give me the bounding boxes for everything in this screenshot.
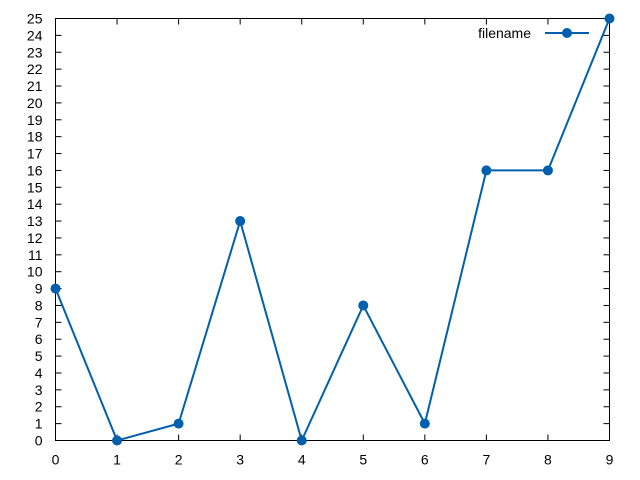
y-tick-label: 6 [35,331,43,347]
y-tick-label: 25 [27,11,43,27]
y-tick-label: 18 [27,129,43,145]
data-point [481,165,492,176]
data-point [50,283,61,294]
y-tick-label: 0 [35,433,43,449]
x-tick-label: 5 [359,452,367,468]
y-tick-label: 11 [28,247,43,263]
y-tick-label: 8 [35,297,43,313]
data-point [173,418,184,429]
x-tick-labels: 0 1 2 3 4 5 6 7 8 9 [52,452,614,468]
y-tick-label: 21 [27,78,43,94]
data-point [419,418,430,429]
legend: filename [478,25,589,41]
x-tick-label: 1 [113,452,121,468]
y-tick-marks [55,18,610,441]
x-tick-marks [55,18,610,441]
y-tick-label: 17 [27,146,43,162]
y-tick-label: 7 [35,314,43,330]
y-tick-label: 20 [27,95,43,111]
y-tick-label: 13 [27,213,43,229]
data-point [604,13,615,24]
y-tick-label: 9 [35,281,43,297]
y-tick-labels: 0123456789101112131415161718192021222324… [27,11,43,449]
series-group [50,13,615,446]
x-tick-label: 0 [52,452,60,468]
y-tick-label: 3 [35,382,43,398]
y-tick-label: 24 [27,27,43,43]
x-tick-label: 3 [236,452,244,468]
y-tick-label: 4 [35,365,43,381]
y-tick-label: 2 [35,399,43,415]
x-tick-label: 7 [482,452,490,468]
x-tick-label: 8 [544,452,552,468]
legend-marker [562,28,572,38]
y-tick-label: 14 [27,196,43,212]
x-tick-label: 2 [175,452,183,468]
y-tick-label: 10 [27,264,43,280]
y-tick-label: 1 [35,416,43,432]
y-tick-label: 5 [35,348,43,364]
x-tick-label: 4 [298,452,306,468]
y-tick-label: 16 [27,162,43,178]
data-point [296,435,307,446]
y-tick-label: 23 [27,44,43,60]
data-point [542,165,553,176]
y-tick-label: 22 [27,61,43,77]
data-point [112,435,123,446]
x-tick-label: 6 [421,452,429,468]
y-tick-label: 12 [27,230,43,246]
legend-label: filename [478,25,531,41]
x-tick-label: 9 [606,452,614,468]
y-tick-label: 19 [27,112,43,128]
plot-frame [55,18,610,441]
data-point [235,216,246,227]
series-line [54,18,611,442]
y-tick-label: 15 [27,179,43,195]
data-point [358,300,369,311]
